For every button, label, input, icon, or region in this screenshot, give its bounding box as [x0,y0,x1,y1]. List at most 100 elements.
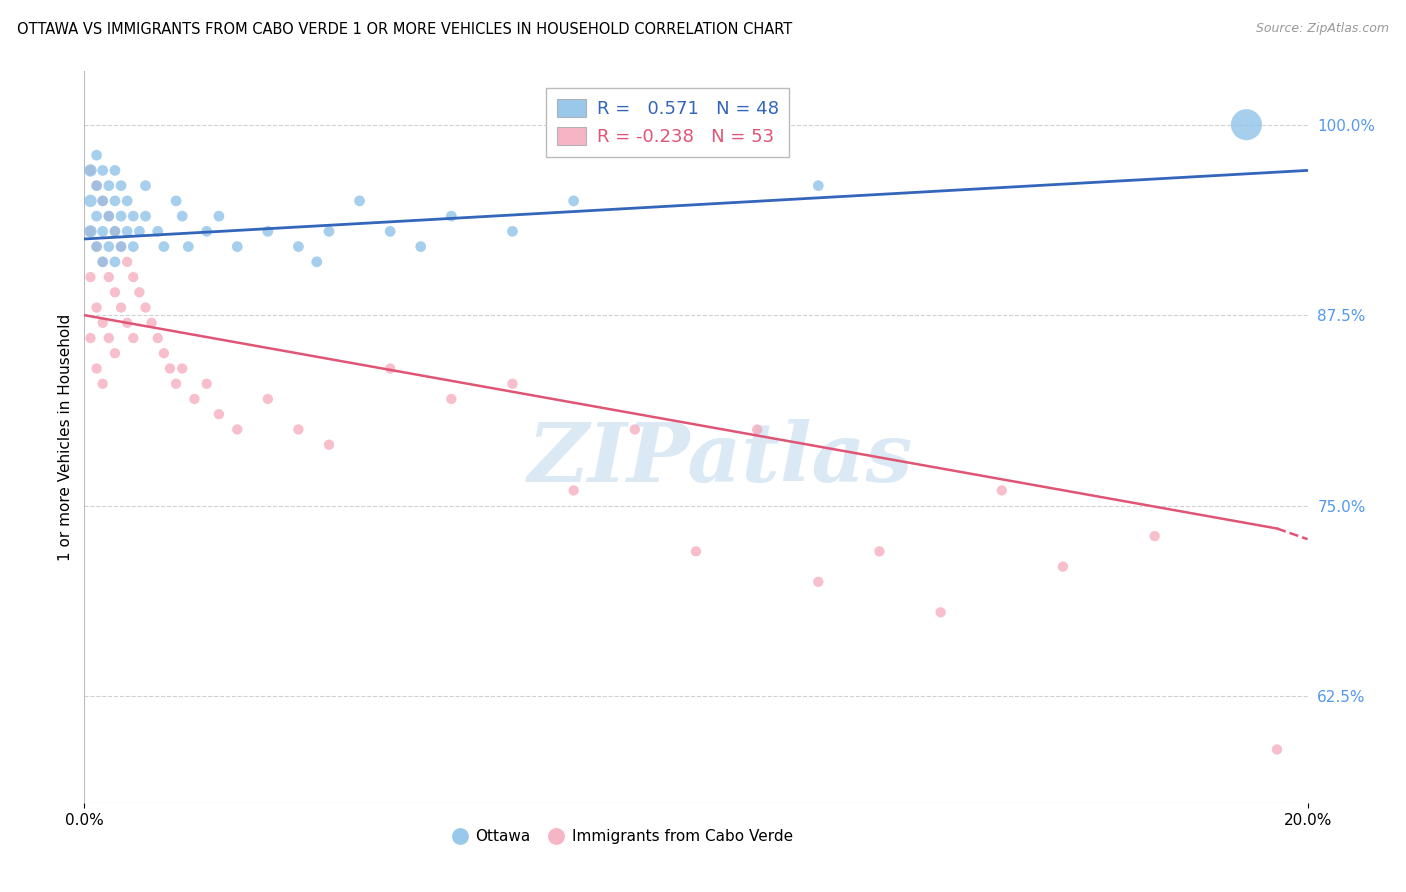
Point [110,178,132,193]
Point [807,178,830,193]
Point [257,224,280,238]
Point [502,376,524,391]
Point [110,301,132,315]
Point [685,544,707,558]
Point [257,392,280,406]
Point [104,224,127,238]
Point [226,422,249,436]
Point [86,178,108,193]
Point [79,163,101,178]
Text: ZIPatlas: ZIPatlas [527,419,912,499]
Point [122,331,145,345]
Point [991,483,1014,498]
Point [807,574,830,589]
Point [208,407,231,421]
Point [153,239,176,253]
Point [91,316,114,330]
Point [562,194,585,208]
Point [165,194,187,208]
Point [440,392,463,406]
Point [79,331,101,345]
Point [79,270,101,285]
Point [115,194,138,208]
Point [153,346,176,360]
Point [869,544,891,558]
Point [122,270,145,285]
Point [86,301,108,315]
Point [380,224,402,238]
Point [747,422,769,436]
Point [91,255,114,269]
Point [86,209,108,223]
Point [128,224,150,238]
Point [172,361,194,376]
Point [380,361,402,376]
Point [104,285,127,300]
Point [305,255,328,269]
Point [79,194,101,208]
Point [122,239,145,253]
Point [97,331,120,345]
Y-axis label: 1 or more Vehicles in Household: 1 or more Vehicles in Household [58,313,73,561]
Point [97,209,120,223]
Point [318,224,340,238]
Point [159,361,181,376]
Point [115,255,138,269]
Point [91,376,114,391]
Point [79,224,101,238]
Point [79,224,101,238]
Point [562,483,585,498]
Point [208,209,231,223]
Point [165,376,187,391]
Point [502,224,524,238]
Point [91,194,114,208]
Point [929,605,952,619]
Point [1265,742,1288,756]
Point [135,301,157,315]
Point [349,194,371,208]
Point [440,209,463,223]
Legend: Ottawa, Immigrants from Cabo Verde: Ottawa, Immigrants from Cabo Verde [446,822,799,850]
Point [115,316,138,330]
Point [104,346,127,360]
Point [122,209,145,223]
Point [146,331,169,345]
Point [86,178,108,193]
Point [91,194,114,208]
Point [104,224,127,238]
Point [97,209,120,223]
Point [146,224,169,238]
Point [104,194,127,208]
Point [104,255,127,269]
Point [86,148,108,162]
Point [1052,559,1074,574]
Point [195,376,218,391]
Point [128,285,150,300]
Point [287,422,309,436]
Point [172,209,194,223]
Point [135,178,157,193]
Point [91,224,114,238]
Point [226,239,249,253]
Point [624,422,647,436]
Point [141,316,163,330]
Point [287,239,309,253]
Point [115,224,138,238]
Point [104,163,127,178]
Point [91,255,114,269]
Point [135,209,157,223]
Point [183,392,205,406]
Point [177,239,200,253]
Point [97,178,120,193]
Point [97,270,120,285]
Point [110,239,132,253]
Point [86,361,108,376]
Point [86,239,108,253]
Point [79,163,101,178]
Point [318,438,340,452]
Point [97,239,120,253]
Point [1143,529,1166,543]
Point [409,239,432,253]
Point [195,224,218,238]
Point [91,163,114,178]
